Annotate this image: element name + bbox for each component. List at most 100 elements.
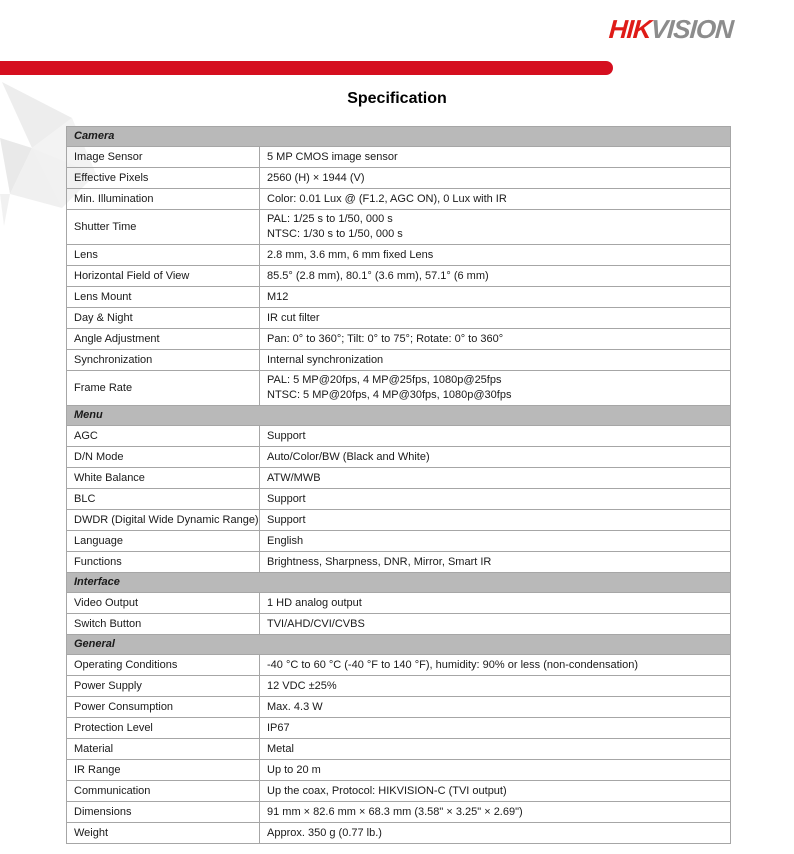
section-header-row: Menu bbox=[65, 405, 732, 426]
spec-label: Lens bbox=[66, 244, 260, 266]
specification-table-wrap: Camera Image Sensor 5 MP CMOS image sensor… bbox=[65, 126, 732, 844]
spec-value: 91 mm × 82.6 mm × 68.3 mm (3.58" × 3.25"… bbox=[258, 801, 732, 823]
spec-row: Power Consumption Max. 4.3 W bbox=[66, 696, 732, 718]
spec-row: Video Output 1 HD analog output bbox=[66, 592, 732, 614]
spec-value-line: 1 HD analog output bbox=[267, 596, 362, 609]
spec-row: Min. Illumination Color: 0.01 Lux @ (F1.2… bbox=[66, 188, 732, 210]
spec-label: Protection Level bbox=[66, 717, 260, 739]
spec-label: Shutter Time bbox=[66, 209, 260, 245]
spec-row: AGC Support bbox=[66, 425, 732, 447]
spec-label: Functions bbox=[66, 551, 260, 573]
spec-value: -40 °C to 60 °C (-40 °F to 140 °F), humi… bbox=[258, 654, 732, 676]
spec-value-line: Pan: 0° to 360°; Tilt: 0° to 75°; Rotate… bbox=[267, 332, 504, 345]
spec-value: Up the coax, Protocol: HIKVISION-C (TVI … bbox=[258, 780, 732, 802]
spec-value: English bbox=[258, 530, 732, 552]
spec-value-line: ATW/MWB bbox=[267, 471, 321, 484]
spec-label: Video Output bbox=[66, 592, 260, 614]
spec-value-line: Max. 4.3 W bbox=[267, 700, 323, 713]
spec-row: Dimensions 91 mm × 82.6 mm × 68.3 mm (3.5… bbox=[66, 801, 732, 823]
spec-value-line: NTSC: 5 MP@20fps, 4 MP@30fps, 1080p@30fp… bbox=[267, 389, 512, 401]
spec-row: DWDR (Digital Wide Dynamic Range) Support bbox=[66, 509, 732, 531]
spec-value-line: 85.5° (2.8 mm), 80.1° (3.6 mm), 57.1° (6… bbox=[267, 269, 489, 282]
spec-row: BLC Support bbox=[66, 488, 732, 510]
spec-label: Min. Illumination bbox=[66, 188, 260, 210]
spec-value: Support bbox=[258, 488, 732, 510]
spec-row: Frame Rate PAL: 5 MP@20fps, 4 MP@25fps, 1… bbox=[66, 370, 732, 406]
spec-value-line: TVI/AHD/CVI/CVBS bbox=[267, 617, 365, 630]
spec-label: AGC bbox=[66, 425, 260, 447]
spec-value-line: English bbox=[267, 534, 304, 547]
spec-label: Effective Pixels bbox=[66, 167, 260, 189]
spec-value-line: 91 mm × 82.6 mm × 68.3 mm (3.58" × 3.25"… bbox=[267, 805, 523, 818]
spec-value-line: PAL: 5 MP@20fps, 4 MP@25fps, 1080p@25fps bbox=[267, 374, 502, 386]
spec-row: Material Metal bbox=[66, 738, 732, 760]
spec-row: Angle Adjustment Pan: 0° to 360°; Tilt: 0… bbox=[66, 328, 732, 350]
spec-row: Shutter Time PAL: 1/25 s to 1/50, 000 s NT… bbox=[66, 209, 732, 245]
spec-row: Effective Pixels 2560 (H) × 1944 (V) bbox=[66, 167, 732, 189]
spec-value-line: Color: 0.01 Lux @ (F1.2, AGC ON), 0 Lux … bbox=[267, 192, 507, 205]
spec-row: Switch Button TVI/AHD/CVI/CVBS bbox=[66, 613, 732, 635]
spec-label: Communication bbox=[66, 780, 260, 802]
section-title: Camera bbox=[65, 126, 732, 147]
spec-value-line: Approx. 350 g (0.77 lb.) bbox=[267, 826, 382, 839]
spec-row: Synchronization Internal synchronization bbox=[66, 349, 732, 371]
brand-red-bar bbox=[0, 61, 613, 75]
section-title: Interface bbox=[65, 572, 732, 593]
spec-row: Weight Approx. 350 g (0.77 lb.) bbox=[66, 822, 732, 844]
spec-value: PAL: 5 MP@20fps, 4 MP@25fps, 1080p@25fps… bbox=[258, 370, 732, 406]
logo-text-hik: HIK bbox=[607, 14, 652, 44]
spec-value: IP67 bbox=[258, 717, 732, 739]
spec-label: Language bbox=[66, 530, 260, 552]
spec-value: Auto/Color/BW (Black and White) bbox=[258, 446, 732, 468]
spec-row: Protection Level IP67 bbox=[66, 717, 732, 739]
specification-table: Camera Image Sensor 5 MP CMOS image sensor… bbox=[65, 126, 732, 844]
section-header-row: Camera bbox=[65, 126, 732, 147]
spec-value: Internal synchronization bbox=[258, 349, 732, 371]
spec-row: Operating Conditions -40 °C to 60 °C (-40… bbox=[66, 654, 732, 676]
spec-label: Angle Adjustment bbox=[66, 328, 260, 350]
spec-label: Power Supply bbox=[66, 675, 260, 697]
spec-value-line: IP67 bbox=[267, 721, 290, 734]
spec-value-line: 2560 (H) × 1944 (V) bbox=[267, 171, 365, 184]
spec-value: Max. 4.3 W bbox=[258, 696, 732, 718]
spec-label: Lens Mount bbox=[66, 286, 260, 308]
spec-label: Dimensions bbox=[66, 801, 260, 823]
spec-value: Support bbox=[258, 425, 732, 447]
section-title: Menu bbox=[65, 405, 732, 426]
spec-value: ATW/MWB bbox=[258, 467, 732, 489]
spec-value-line: IR cut filter bbox=[267, 311, 320, 324]
spec-value: M12 bbox=[258, 286, 732, 308]
spec-label: Weight bbox=[66, 822, 260, 844]
logo-text-vision: VISION bbox=[649, 14, 735, 44]
spec-value: Approx. 350 g (0.77 lb.) bbox=[258, 822, 732, 844]
spec-value-line: Auto/Color/BW (Black and White) bbox=[267, 450, 430, 463]
spec-row: Language English bbox=[66, 530, 732, 552]
spec-value-line: Support bbox=[267, 429, 306, 442]
spec-value-line: PAL: 1/25 s to 1/50, 000 s bbox=[267, 213, 393, 225]
spec-value-line: -40 °C to 60 °C (-40 °F to 140 °F), humi… bbox=[267, 658, 638, 671]
spec-value-line: 12 VDC ±25% bbox=[267, 679, 337, 692]
spec-row: IR Range Up to 20 m bbox=[66, 759, 732, 781]
section-title: General bbox=[65, 634, 732, 655]
spec-label: DWDR (Digital Wide Dynamic Range) bbox=[66, 509, 260, 531]
spec-row: Lens Mount M12 bbox=[66, 286, 732, 308]
spec-label: Operating Conditions bbox=[66, 654, 260, 676]
spec-row: Lens 2.8 mm, 3.6 mm, 6 mm fixed Lens bbox=[66, 244, 732, 266]
spec-row: Communication Up the coax, Protocol: HIKV… bbox=[66, 780, 732, 802]
spec-label: Frame Rate bbox=[66, 370, 260, 406]
spec-label: Synchronization bbox=[66, 349, 260, 371]
spec-value-line: 2.8 mm, 3.6 mm, 6 mm fixed Lens bbox=[267, 248, 434, 261]
spec-value-line: Metal bbox=[267, 742, 294, 755]
spec-value: Metal bbox=[258, 738, 732, 760]
spec-row: Image Sensor 5 MP CMOS image sensor bbox=[66, 146, 732, 168]
spec-label: Horizontal Field of View bbox=[66, 265, 260, 287]
spec-value: Support bbox=[258, 509, 732, 531]
spec-value: TVI/AHD/CVI/CVBS bbox=[258, 613, 732, 635]
spec-value-line: Up the coax, Protocol: HIKVISION-C (TVI … bbox=[267, 784, 507, 797]
spec-row: White Balance ATW/MWB bbox=[66, 467, 732, 489]
spec-label: D/N Mode bbox=[66, 446, 260, 468]
spec-value-line: Internal synchronization bbox=[267, 353, 384, 366]
spec-row: Functions Brightness, Sharpness, DNR, Mir… bbox=[66, 551, 732, 573]
spec-value: 2.8 mm, 3.6 mm, 6 mm fixed Lens bbox=[258, 244, 732, 266]
spec-value-line: Up to 20 m bbox=[267, 763, 321, 776]
